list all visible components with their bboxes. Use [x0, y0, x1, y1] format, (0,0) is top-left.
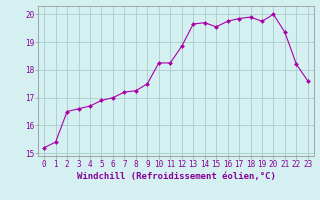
X-axis label: Windchill (Refroidissement éolien,°C): Windchill (Refroidissement éolien,°C): [76, 172, 276, 181]
